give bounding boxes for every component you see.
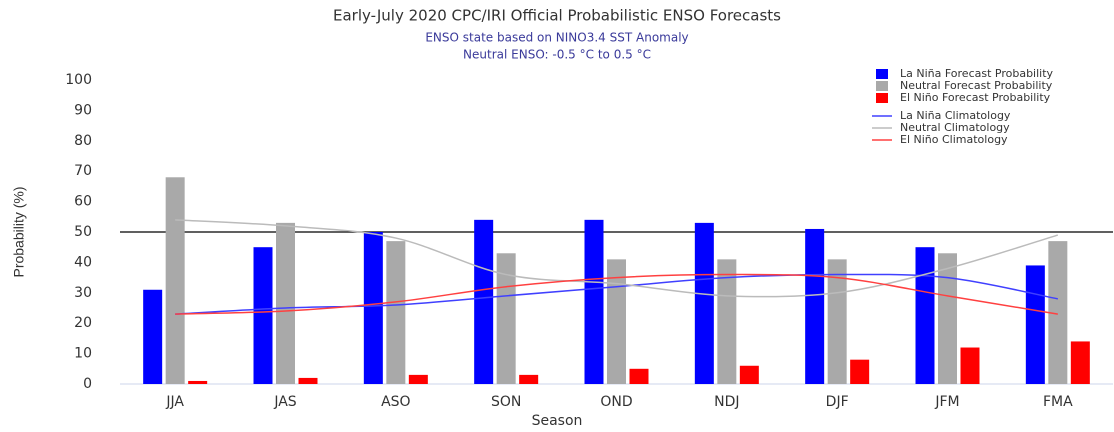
y-tick-label: 40 — [74, 254, 92, 270]
climatology-line — [175, 273, 1058, 315]
bar — [363, 232, 383, 384]
climatology-line — [175, 219, 1059, 298]
x-tick-label: FMA — [1043, 394, 1073, 410]
y-tick-label: 80 — [74, 133, 92, 149]
bar — [165, 177, 185, 384]
x-tick-label: OND — [600, 394, 632, 410]
bar — [938, 253, 957, 384]
legend-label: El Niño Forecast Probability — [900, 91, 1051, 104]
y-tick-label: 90 — [74, 102, 92, 118]
legend-label: La Niña Forecast Probability — [900, 67, 1054, 80]
x-tick-label: DJF — [826, 394, 849, 410]
bar — [584, 219, 604, 384]
y-tick-label: 20 — [74, 315, 92, 331]
legend-label: El Niño Climatology — [900, 133, 1008, 146]
bar — [739, 365, 759, 384]
y-tick-label: 70 — [74, 163, 92, 179]
legend-swatch — [876, 69, 888, 79]
legend-label: La Niña Climatology — [900, 109, 1011, 122]
y-tick-label: 0 — [83, 376, 92, 392]
bar — [474, 219, 494, 384]
bar — [915, 247, 935, 384]
legend-swatch — [876, 93, 888, 103]
bar — [629, 368, 649, 384]
y-tick-label: 100 — [65, 72, 92, 88]
bar — [386, 241, 406, 384]
bar — [298, 377, 318, 384]
chart-subtitle: ENSO state based on NINO3.4 SST Anomaly — [425, 31, 688, 45]
y-axis-label: Probability (%) — [11, 186, 27, 277]
x-tick-label: SON — [491, 394, 521, 410]
y-tick-label: 30 — [74, 285, 92, 301]
bar — [188, 380, 208, 384]
bar — [827, 259, 847, 384]
x-tick-label: JJA — [165, 394, 184, 410]
bar — [694, 222, 714, 384]
bar — [607, 259, 626, 384]
x-tick-label: NDJ — [714, 394, 739, 410]
bar — [408, 374, 428, 384]
bar — [717, 259, 737, 384]
legend-swatch — [876, 81, 888, 91]
chart-subtitle: Neutral ENSO: -0.5 °C to 0.5 °C — [463, 48, 651, 62]
x-axis-label: Season — [532, 413, 583, 429]
bar — [960, 347, 980, 384]
bar — [276, 222, 295, 384]
y-tick-label: 50 — [74, 224, 92, 240]
bar — [1070, 341, 1090, 384]
legend-label: Neutral Climatology — [900, 121, 1010, 134]
x-tick-label: ASO — [381, 394, 410, 410]
bar — [143, 289, 163, 384]
x-tick-label: JFM — [934, 394, 959, 410]
bar — [253, 247, 273, 384]
y-tick-label: 60 — [74, 194, 92, 210]
bar — [805, 228, 825, 384]
climatology-line — [175, 273, 1058, 315]
bar — [1025, 265, 1045, 384]
bar — [1048, 241, 1068, 384]
y-tick-label: 10 — [74, 346, 92, 362]
bar — [519, 374, 539, 384]
bar — [850, 359, 870, 384]
chart-title: Early-July 2020 CPC/IRI Official Probabi… — [333, 7, 781, 25]
x-tick-label: JAS — [273, 394, 296, 410]
legend-label: Neutral Forecast Probability — [900, 79, 1053, 92]
